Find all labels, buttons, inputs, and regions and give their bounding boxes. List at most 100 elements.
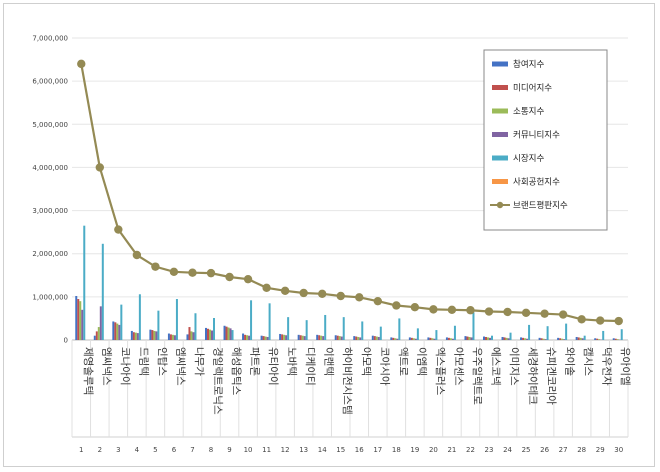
bar-소통지수 <box>616 339 619 340</box>
bar-시장지수 <box>565 323 568 340</box>
bar-소통지수 <box>598 339 601 340</box>
brand-index-point <box>280 286 290 296</box>
bar-시장지수 <box>398 318 401 340</box>
category-number: 12 <box>281 446 290 454</box>
bar-참여지수 <box>612 338 615 340</box>
bar-미디어지수 <box>188 327 191 340</box>
bar-커뮤니티지수 <box>136 333 139 340</box>
bar-참여지수 <box>520 337 523 340</box>
bar-미디어지수 <box>596 338 599 340</box>
bar-소통지수 <box>190 331 193 340</box>
brand-index-line <box>77 59 623 326</box>
brand-index-point <box>614 316 623 326</box>
legend-label: 브랜드평판지수 <box>513 200 568 211</box>
bar-소통지수 <box>524 338 527 340</box>
category-number: 14 <box>318 446 327 454</box>
bar-시장지수 <box>83 225 86 340</box>
bar-참여지수 <box>353 336 356 340</box>
bar-커뮤니티지수 <box>192 332 195 340</box>
category-label: 우주일렉트로 <box>471 347 484 405</box>
legend-label: 미디어지수 <box>513 83 552 94</box>
category-number: 2 <box>98 446 102 454</box>
brand-index-point <box>484 307 494 316</box>
bar-시장지수 <box>250 300 253 340</box>
brand-index-point <box>558 310 568 319</box>
bar-소통지수 <box>375 336 378 340</box>
category-label: 하이비전시스템 <box>341 347 354 415</box>
bar-시장지수 <box>416 328 419 340</box>
category-label: 슈피겐코리아 <box>545 347 557 405</box>
bar-커뮤니티지수 <box>563 339 566 340</box>
category-label: 엑스플러스 <box>434 347 446 396</box>
bar-커뮤니티지수 <box>155 331 158 340</box>
bar-소통지수 <box>97 327 100 340</box>
bar-참여지수 <box>427 337 430 340</box>
bar-커뮤니티지수 <box>322 336 325 340</box>
category-label: 코아시아 <box>378 347 390 386</box>
y-axis-ticks: 0 1,000,000 2,000,000 3,000,000 4,000,000 5,0… <box>32 35 68 345</box>
bar-참여지수 <box>390 337 393 340</box>
category-number: 21 <box>447 446 456 454</box>
bar-시장지수 <box>138 294 141 340</box>
category-number: 7 <box>190 446 194 454</box>
bar-커뮤니티지수 <box>229 328 232 340</box>
bar-미디어지수 <box>225 326 228 340</box>
category-label: 세경하이테크 <box>527 347 540 405</box>
category-label: 노바텍 <box>286 347 298 376</box>
bar-시장지수 <box>268 303 271 340</box>
bar-소통지수 <box>579 337 582 340</box>
bar-소통지수 <box>227 327 230 340</box>
category-label: 파트론 <box>249 347 261 376</box>
brand-index-point <box>114 225 123 234</box>
bar-커뮤니티지수 <box>581 338 584 340</box>
bar-미디어지수 <box>169 334 172 340</box>
category-number: 25 <box>522 446 531 454</box>
bar-참여지수 <box>538 337 541 340</box>
bar-커뮤니티지수 <box>470 337 473 340</box>
category-number: 6 <box>172 446 177 454</box>
bar-참여지수 <box>149 329 152 340</box>
bar-시장지수 <box>620 329 623 340</box>
brand-index-point <box>169 267 179 277</box>
bar-시장지수 <box>453 325 456 340</box>
category-label: 아모텍 <box>360 347 372 376</box>
legend-label: 시장지수 <box>513 153 544 164</box>
category-number: 22 <box>466 446 475 454</box>
y-tick-label: 0 <box>64 337 68 345</box>
bar-소통지수 <box>561 338 564 340</box>
category-label: 디케이티 <box>304 347 316 386</box>
category-number: 1 <box>79 446 83 454</box>
bar-참여지수 <box>112 321 115 340</box>
bar-시장지수 <box>361 321 364 340</box>
brand-index-point <box>577 315 586 324</box>
category-number: 16 <box>355 446 364 454</box>
y-tick-label: 3,000,000 <box>32 207 68 215</box>
bar-커뮤니티지수 <box>340 336 343 340</box>
bar-미디어지수 <box>429 337 432 340</box>
bar-커뮤니티지수 <box>173 335 176 340</box>
bar-커뮤니티지수 <box>544 339 547 340</box>
bar-참여지수 <box>223 325 226 340</box>
bar-시장지수 <box>509 332 512 340</box>
bar-커뮤니티지수 <box>489 337 491 340</box>
brand-index-point <box>447 305 457 314</box>
category-label: 나무가 <box>193 347 205 376</box>
category-number: 5 <box>153 446 157 454</box>
bar-시장지수 <box>546 326 549 340</box>
bar-미디어지수 <box>522 337 525 340</box>
bar-미디어지수 <box>262 336 265 340</box>
category-number: 3 <box>116 446 120 454</box>
y-tick-label: 7,000,000 <box>32 35 68 43</box>
bar-미디어지수 <box>281 334 284 340</box>
legend-swatch <box>492 85 508 90</box>
bar-시장지수 <box>472 312 475 340</box>
bar-미디어지수 <box>299 335 302 340</box>
y-tick-label: 5,000,000 <box>32 121 68 129</box>
bar-미디어지수 <box>373 336 376 340</box>
bar-미디어지수 <box>151 330 154 340</box>
brand-index-point <box>262 283 271 292</box>
bar-시장지수 <box>342 317 345 340</box>
category-label: 에스코넥 <box>490 347 502 386</box>
category-number: 20 <box>429 446 438 454</box>
bar-커뮤니티지수 <box>99 306 102 340</box>
